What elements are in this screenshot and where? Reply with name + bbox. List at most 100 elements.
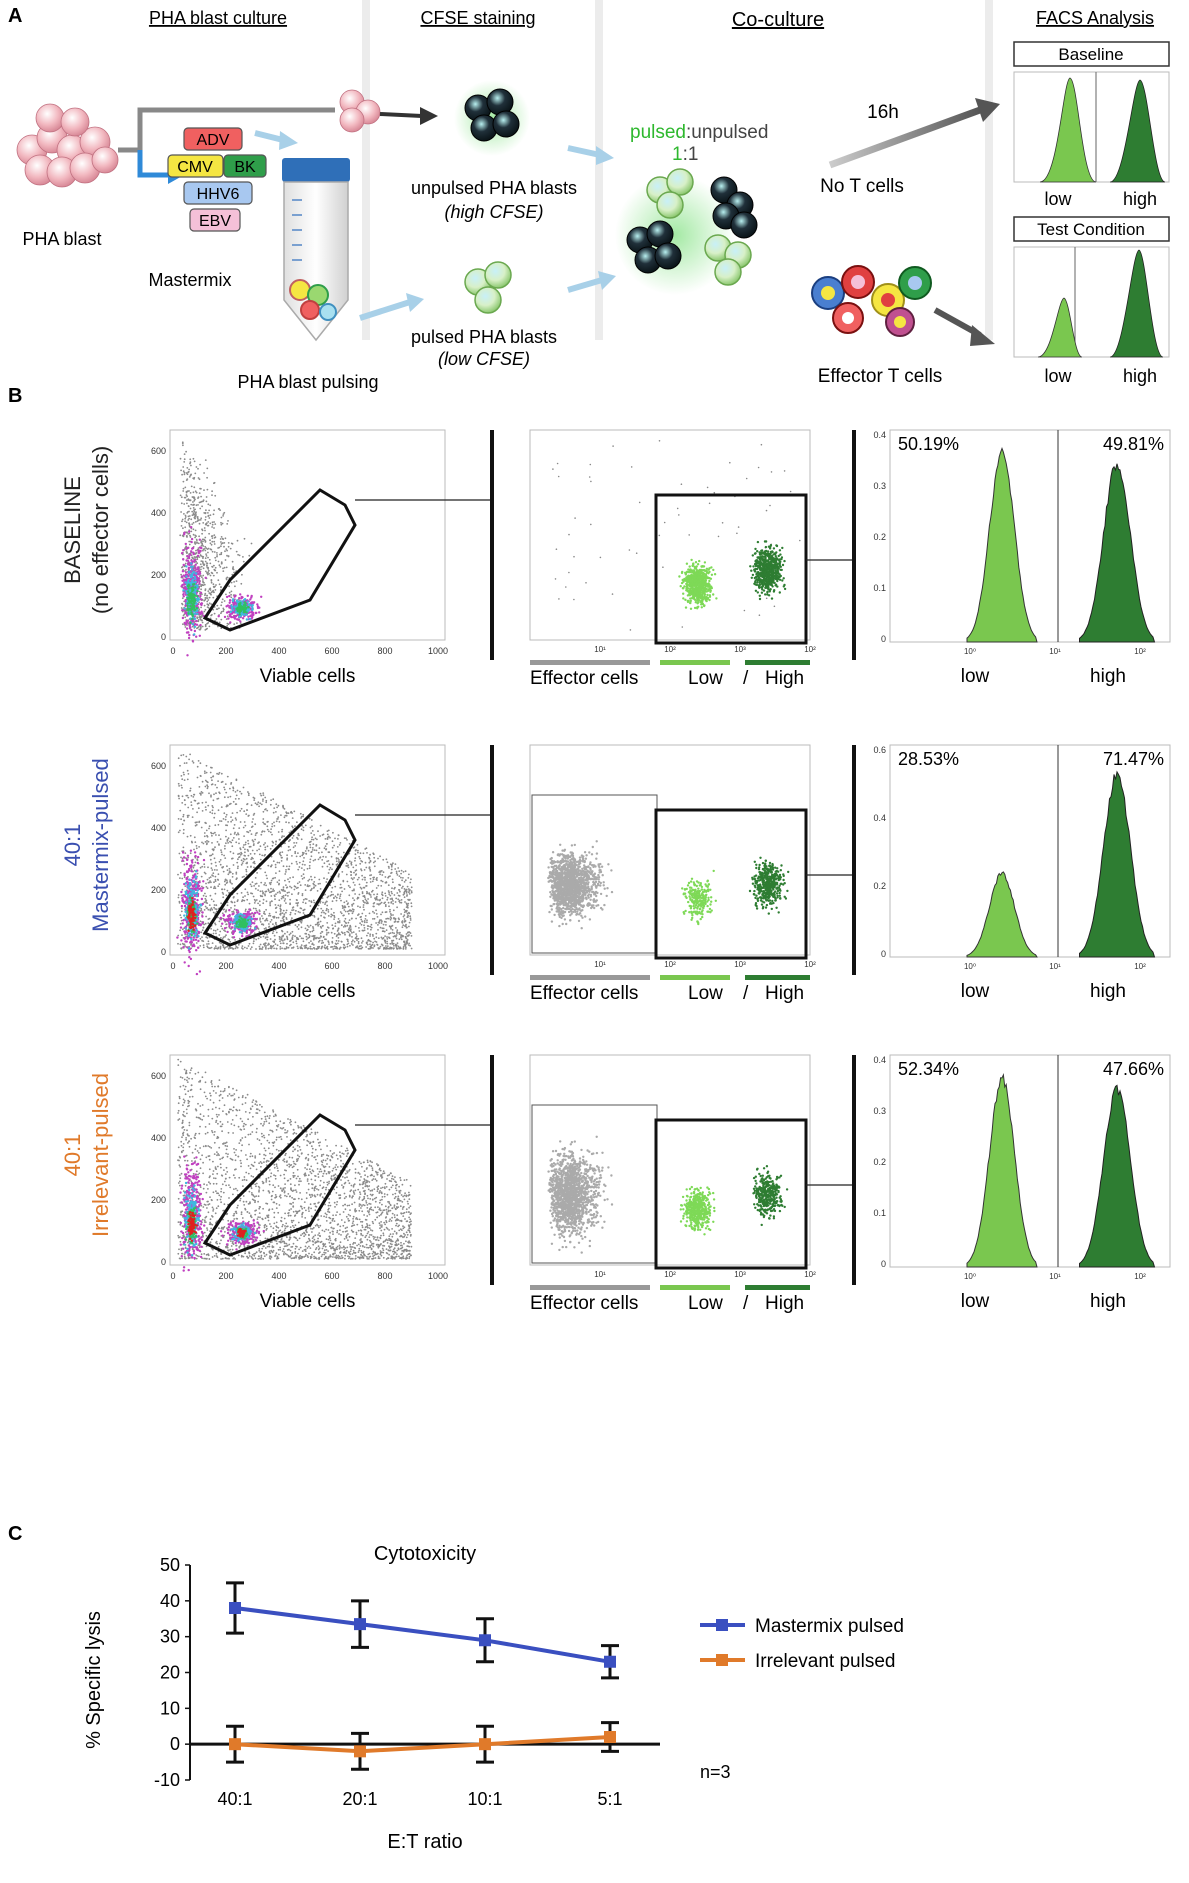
low-cfse-point xyxy=(678,575,680,577)
time-label: 16h xyxy=(867,102,899,123)
scatter-point xyxy=(221,561,223,563)
scatter-point xyxy=(198,629,200,631)
scatter-point xyxy=(184,762,186,764)
scatter-point xyxy=(209,563,211,565)
density-point xyxy=(244,611,246,613)
scatter-point xyxy=(313,902,315,904)
density-point xyxy=(188,568,190,570)
scatter-point xyxy=(208,592,210,594)
hist-x-tick: 10⁰ xyxy=(964,647,976,656)
density-point xyxy=(186,597,188,599)
density-point xyxy=(185,571,187,573)
scatter-point xyxy=(201,528,203,530)
scatter-point xyxy=(273,807,275,809)
high-cfse-point xyxy=(769,569,771,571)
scatter-point xyxy=(205,609,207,611)
scatter-point xyxy=(222,523,224,525)
scatter-point xyxy=(221,851,223,853)
scatter-point xyxy=(282,917,284,919)
scatter-point xyxy=(207,557,209,559)
cfse-noise-point xyxy=(766,510,768,512)
scatter-point xyxy=(254,920,256,922)
scatter-point xyxy=(336,900,338,902)
scatter-point xyxy=(397,921,399,923)
scatter-point xyxy=(263,844,265,846)
scatter-point xyxy=(289,940,291,942)
scatter-point xyxy=(186,531,188,533)
scatter-point xyxy=(319,940,321,942)
scatter-point xyxy=(202,561,204,563)
cfse-noise-point xyxy=(662,566,664,568)
scatter-point xyxy=(301,937,303,939)
scatter-point xyxy=(369,933,371,935)
scatter-point xyxy=(216,618,218,620)
row-subtitle: (no effector cells) xyxy=(88,446,113,614)
scatter-point xyxy=(190,508,192,510)
density-point xyxy=(193,583,195,585)
density-point xyxy=(186,654,188,656)
scatter-point xyxy=(400,877,402,879)
scatter-point xyxy=(216,869,218,871)
density-point xyxy=(185,565,187,567)
scatter-point xyxy=(264,823,266,825)
low-cfse-point xyxy=(696,597,698,599)
scatter-point xyxy=(386,943,388,945)
scatter-point xyxy=(205,786,207,788)
pulsing-tube-icon xyxy=(282,158,350,340)
scatter-point xyxy=(221,611,223,613)
scatter-point xyxy=(344,888,346,890)
scatter-point xyxy=(353,872,355,874)
scatter-point xyxy=(338,940,340,942)
low-cfse-point xyxy=(694,574,696,576)
scatter-point xyxy=(185,563,187,565)
scatter-point xyxy=(307,925,309,927)
scatter-point xyxy=(327,866,329,868)
density-point xyxy=(185,620,187,622)
scatter-point xyxy=(408,926,410,928)
scatter-point xyxy=(225,594,227,596)
density-point xyxy=(187,631,189,633)
cfse-noise-point xyxy=(681,483,683,485)
scatter-point xyxy=(201,533,203,535)
scatter-point xyxy=(362,892,364,894)
density-point xyxy=(181,552,183,554)
scatter-point xyxy=(294,825,296,827)
scatter-point xyxy=(252,818,254,820)
scatter-point xyxy=(372,890,374,892)
scatter-point xyxy=(196,466,198,468)
scatter-point xyxy=(237,554,239,556)
scatter-point xyxy=(331,924,333,926)
scatter-point xyxy=(327,897,329,899)
scatter-point xyxy=(227,615,229,617)
scatter-point xyxy=(232,812,234,814)
scatter-point xyxy=(370,878,372,880)
scatter-point xyxy=(299,935,301,937)
high-cfse-point xyxy=(781,579,783,581)
scatter-point xyxy=(388,905,390,907)
scatter-point xyxy=(213,513,215,515)
scatter-point xyxy=(183,488,185,490)
density-point xyxy=(244,602,246,604)
high-cfse-point xyxy=(755,573,757,575)
scatter-point xyxy=(280,943,282,945)
cfse-noise-point xyxy=(612,593,614,595)
scatter-point xyxy=(244,538,246,540)
scatter-point xyxy=(179,853,181,855)
scatter-point xyxy=(214,869,216,871)
scatter-point xyxy=(278,862,280,864)
scatter-point xyxy=(208,533,210,535)
scatter-point xyxy=(259,919,261,921)
scatter-point xyxy=(367,928,369,930)
scatter-point xyxy=(215,904,217,906)
scatter-point xyxy=(206,572,208,574)
density-point xyxy=(251,595,253,597)
low-cfse-point xyxy=(695,583,697,585)
scatter-point xyxy=(332,847,334,849)
arrow-line xyxy=(255,133,283,140)
scatter-point xyxy=(187,770,189,772)
scatter-point xyxy=(287,938,289,940)
scatter-point xyxy=(177,874,179,876)
density-point xyxy=(228,595,230,597)
scatter-point xyxy=(270,938,272,940)
scatter-point xyxy=(213,565,215,567)
